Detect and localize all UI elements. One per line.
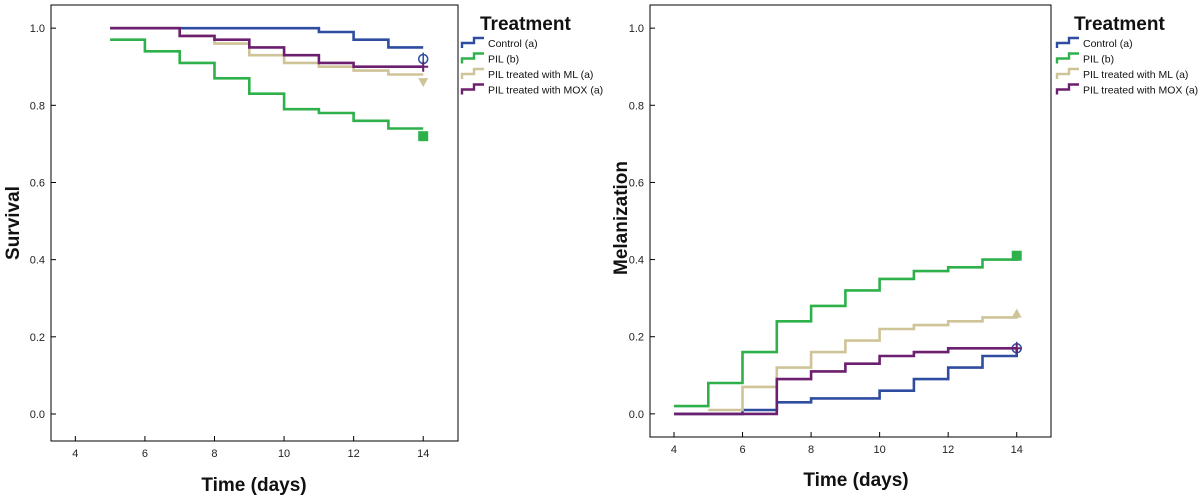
survival-legend-label: Control (a)	[488, 38, 538, 50]
melanization-censor-marker-pil-treated-with-mox-a	[1011, 343, 1022, 354]
survival-x-axis-title: Time (days)	[201, 475, 306, 496]
survival-y-tick-label: 0.4	[30, 255, 45, 267]
melanization-x-tick-label: 14	[1011, 444, 1023, 456]
survival-y-tick-label: 0.8	[30, 100, 45, 112]
melanization-y-tick-label: 0.2	[629, 332, 644, 344]
survival-x-tick-label: 12	[348, 448, 360, 460]
survival-legend-label: PIL treated with ML (a)	[488, 69, 593, 81]
melanization-y-axis-title: Melanization	[611, 161, 632, 275]
melanization-series-pil-b	[674, 255, 1018, 408]
survival-legend-title: Treatment	[480, 14, 571, 35]
melanization-legend-label: Control (a)	[1083, 38, 1133, 50]
melanization-legend-swatch	[1055, 52, 1079, 64]
melanization-x-tick-label: 10	[874, 444, 886, 456]
melanization-legend-label: PIL (b)	[1083, 54, 1114, 66]
survival-y-tick-label: 0.2	[30, 332, 45, 344]
survival-x-tick-label: 10	[278, 448, 290, 460]
survival-series-pil-treated-with-mox-a	[110, 26, 424, 68]
melanization-y-tick-label: 0.0	[629, 409, 644, 421]
melanization-y-tick-label: 1.0	[629, 23, 644, 35]
melanization-legend-label: PIL treated with MOX (a)	[1083, 85, 1198, 97]
melanization-series-pil-treated-with-mox-a	[674, 347, 1017, 416]
melanization-x-tick-label: 6	[739, 444, 745, 456]
melanization-x-axis-title: Time (days)	[803, 470, 908, 491]
melanization-legend: Treatment Control (a) PIL (b) PIL treated …	[1055, 14, 1198, 97]
survival-series-pil-b	[110, 38, 424, 130]
survival-x-tick-label: 4	[72, 448, 78, 460]
melanization-x-tick-label: 4	[671, 444, 677, 456]
survival-x-tick-label: 8	[211, 448, 217, 460]
survival-series-control-a	[110, 26, 424, 49]
survival-plot-frame	[50, 4, 459, 442]
survival-y-tick-label: 1.0	[30, 23, 45, 35]
survival-legend: Treatment Control (a) PIL (b) PIL treated …	[460, 14, 603, 97]
melanization-legend-label: PIL treated with ML (a)	[1083, 69, 1188, 81]
survival-censor-marker-pil-treated-with-mox-a	[418, 61, 429, 72]
survival-x-tick-label: 14	[417, 448, 429, 460]
melanization-x-tick-label: 8	[808, 444, 814, 456]
survival-legend-label: PIL treated with MOX (a)	[488, 85, 603, 97]
survival-censor-marker-pil-b	[418, 131, 429, 142]
survival-y-tick-label: 0.0	[30, 409, 45, 421]
melanization-legend-swatch	[1055, 67, 1079, 79]
melanization-x-tick-label: 12	[942, 444, 954, 456]
survival-y-tick-label: 0.6	[30, 177, 45, 189]
survival-legend-swatch	[460, 83, 484, 95]
survival-legend-swatch	[460, 36, 484, 48]
melanization-y-tick-label: 0.6	[629, 177, 644, 189]
survival-x-tick-label: 6	[142, 448, 148, 460]
melanization-plot-frame	[649, 4, 1052, 438]
melanization-censor-marker-pil-treated-with-ml-a	[1011, 308, 1022, 318]
melanization-y-tick-label: 0.4	[629, 255, 644, 267]
melanization-y-tick-label: 0.8	[629, 100, 644, 112]
melanization-censor-marker-pil-b	[1011, 250, 1022, 261]
melanization-legend-title: Treatment	[1074, 14, 1165, 35]
survival-chart: 0.0 0.2 0.4 0.6 0.8 1.0 4 6 8 10 12 14 Time (days)…	[3, 4, 603, 496]
survival-legend-swatch	[460, 67, 484, 79]
melanization-legend-swatch	[1055, 36, 1079, 48]
melanization-chart: 0.0 0.2 0.4 0.6 0.8 1.0 4 6 8 10 12 14 Time (days)…	[611, 4, 1198, 491]
survival-censor-marker-pil-treated-with-ml-a	[418, 78, 429, 88]
survival-y-axis-title: Survival	[3, 186, 24, 260]
survival-legend-label: PIL (b)	[488, 54, 519, 66]
survival-legend-swatch	[460, 52, 484, 64]
melanization-legend-swatch	[1055, 83, 1079, 95]
